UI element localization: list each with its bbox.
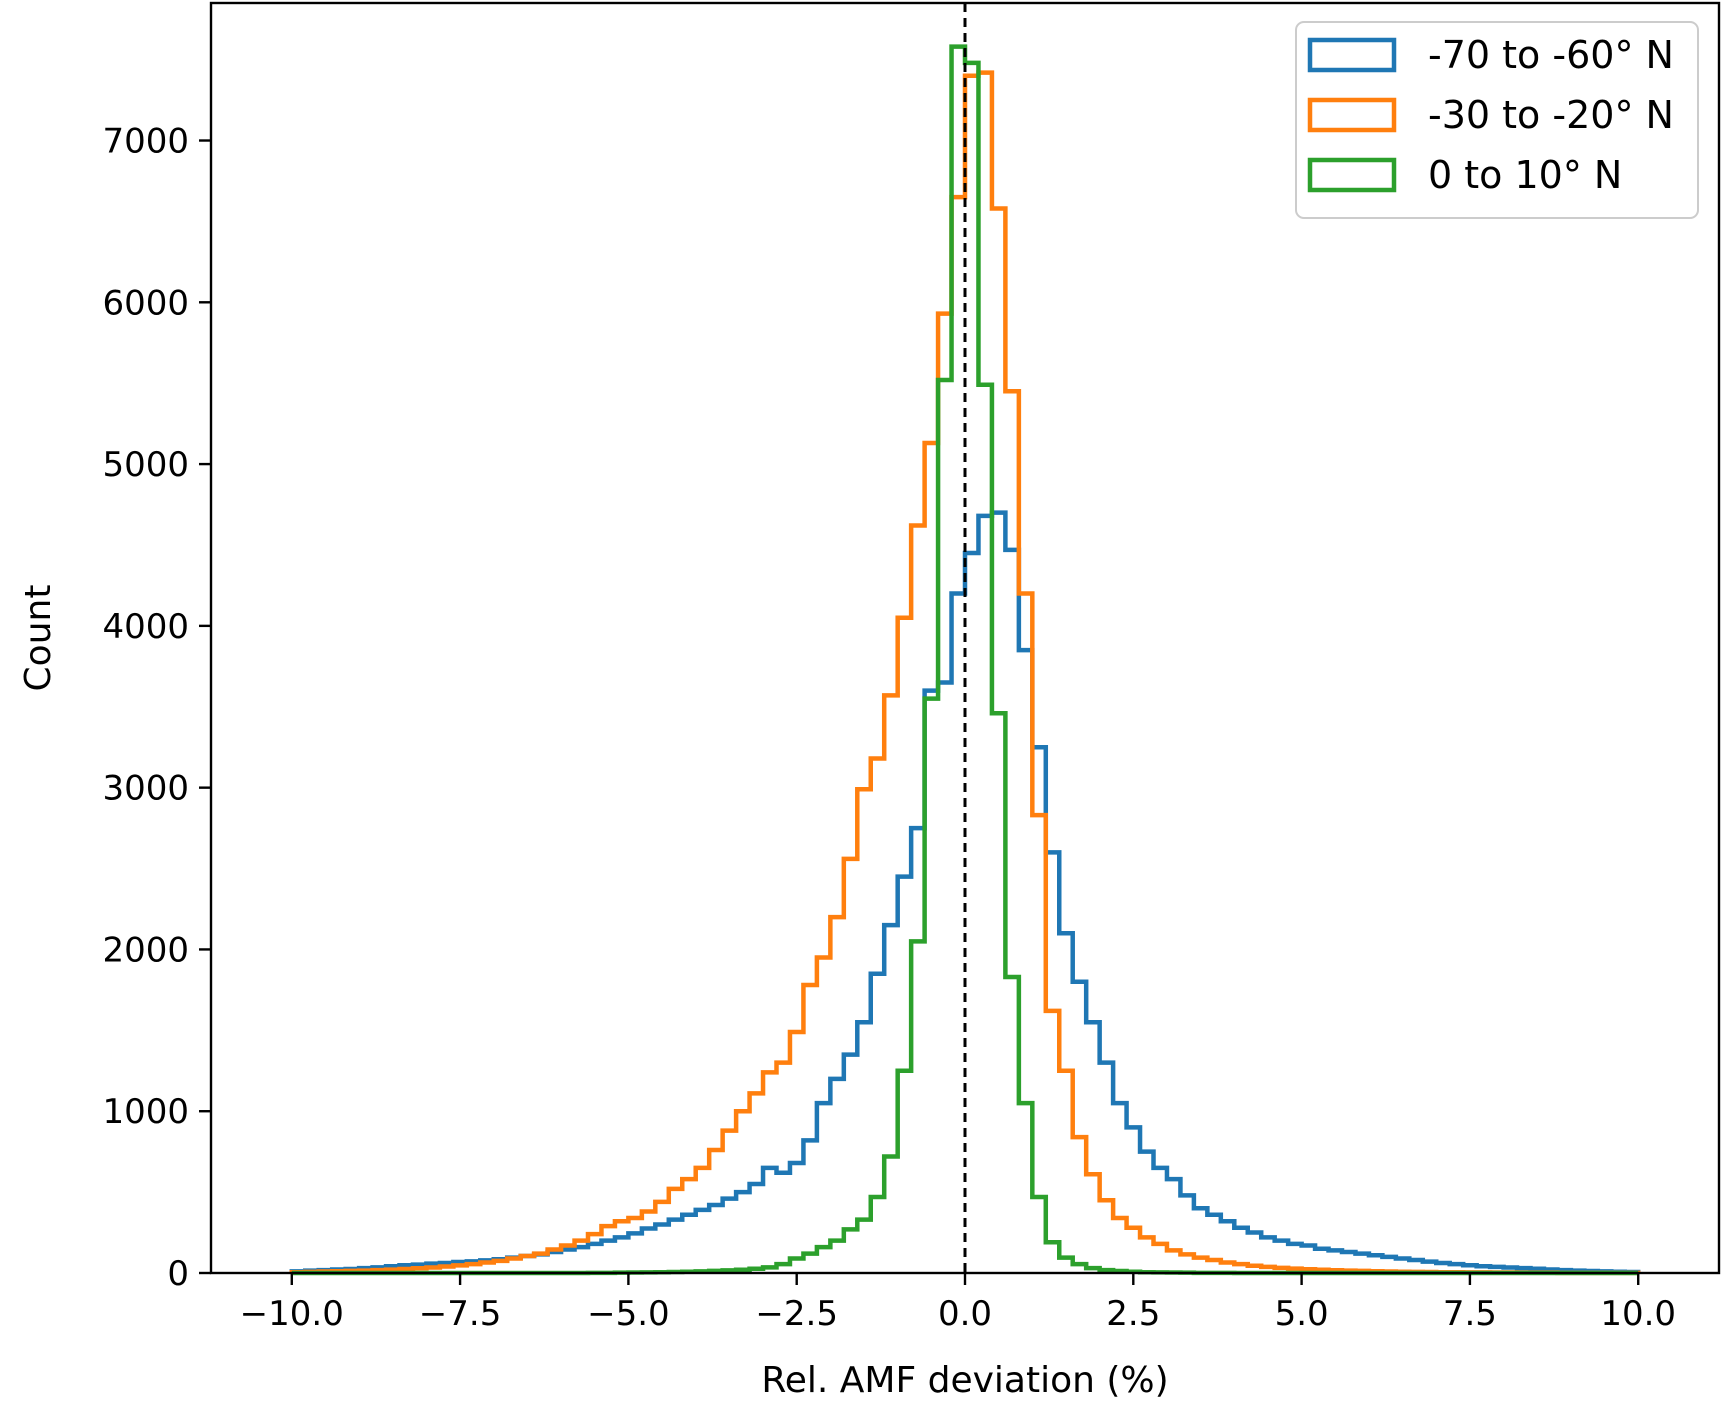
- x-tick-label: −2.5: [755, 1294, 838, 1334]
- y-tick-label: 6000: [102, 283, 189, 323]
- x-tick-label: 7.5: [1443, 1294, 1497, 1334]
- x-tick-label: 10.0: [1600, 1294, 1676, 1334]
- x-tick-label: 0.0: [938, 1294, 992, 1334]
- y-axis-label: Count: [18, 585, 59, 692]
- x-tick-label: −7.5: [419, 1294, 502, 1334]
- legend-label-3: 0 to 10° N: [1428, 153, 1622, 197]
- x-axis-label: Rel. AMF deviation (%): [761, 1360, 1168, 1401]
- legend-box: [1295, 21, 1699, 219]
- y-tick-label: 7000: [102, 122, 189, 162]
- legend-swatch-3: [1307, 157, 1397, 193]
- y-tick-label: 4000: [102, 607, 189, 647]
- legend-swatch-1: [1307, 37, 1397, 73]
- x-axis: −10.0 −7.5 −5.0 −2.5 0.0 2.5 5.0 7.5 10.0: [240, 1273, 1676, 1334]
- y-tick-label: 1000: [102, 1092, 189, 1132]
- y-tick-label: 3000: [102, 769, 189, 809]
- y-tick-label: 2000: [102, 930, 189, 970]
- y-tick-label: 5000: [102, 445, 189, 485]
- y-axis: 0 1000 2000 3000 4000 5000 6000 7000: [102, 122, 211, 1294]
- legend-label-1: -70 to -60° N: [1428, 33, 1674, 77]
- y-tick-label: 0: [167, 1254, 189, 1294]
- x-tick-label: 5.0: [1275, 1294, 1329, 1334]
- legend: -70 to -60° N -30 to -20° N 0 to 10° N: [1295, 21, 1699, 219]
- legend-label-2: -30 to -20° N: [1428, 93, 1674, 137]
- x-tick-label: −5.0: [587, 1294, 670, 1334]
- x-tick-label: 2.5: [1106, 1294, 1160, 1334]
- x-tick-label: −10.0: [240, 1294, 344, 1334]
- legend-swatch-2: [1307, 97, 1397, 133]
